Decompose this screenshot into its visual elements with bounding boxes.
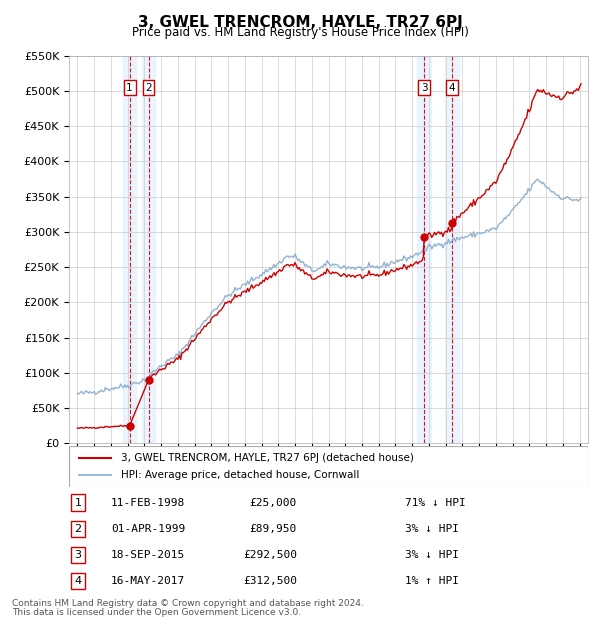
Text: 3: 3 [74,550,82,560]
FancyBboxPatch shape [69,446,588,487]
Text: 16-MAY-2017: 16-MAY-2017 [111,576,185,586]
Bar [142,56,155,443]
Text: This data is licensed under the Open Government Licence v3.0.: This data is licensed under the Open Gov… [12,608,301,617]
Text: 3, GWEL TRENCROM, HAYLE, TR27 6PJ (detached house): 3, GWEL TRENCROM, HAYLE, TR27 6PJ (detac… [121,453,414,463]
Text: 3: 3 [421,82,427,92]
Text: 3% ↓ HPI: 3% ↓ HPI [405,550,459,560]
Text: 01-APR-1999: 01-APR-1999 [111,524,185,534]
Text: £312,500: £312,500 [243,576,297,586]
Text: 2: 2 [74,524,82,534]
Text: 4: 4 [449,82,455,92]
Text: 2: 2 [145,82,152,92]
Text: Price paid vs. HM Land Registry's House Price Index (HPI): Price paid vs. HM Land Registry's House … [131,26,469,39]
Text: 71% ↓ HPI: 71% ↓ HPI [405,498,466,508]
Bar [418,56,431,443]
Text: 1: 1 [74,498,82,508]
Text: 3, GWEL TRENCROM, HAYLE, TR27 6PJ: 3, GWEL TRENCROM, HAYLE, TR27 6PJ [137,16,463,30]
Text: £89,950: £89,950 [250,524,297,534]
Text: HPI: Average price, detached house, Cornwall: HPI: Average price, detached house, Corn… [121,471,359,480]
Text: 11-FEB-1998: 11-FEB-1998 [111,498,185,508]
Text: £292,500: £292,500 [243,550,297,560]
Text: Contains HM Land Registry data © Crown copyright and database right 2024.: Contains HM Land Registry data © Crown c… [12,598,364,608]
Text: £25,000: £25,000 [250,498,297,508]
Text: 18-SEP-2015: 18-SEP-2015 [111,550,185,560]
Bar [123,56,136,443]
Text: 1% ↑ HPI: 1% ↑ HPI [405,576,459,586]
Text: 1: 1 [126,82,133,92]
Bar [445,56,458,443]
Text: 4: 4 [74,576,82,586]
Text: 3% ↓ HPI: 3% ↓ HPI [405,524,459,534]
